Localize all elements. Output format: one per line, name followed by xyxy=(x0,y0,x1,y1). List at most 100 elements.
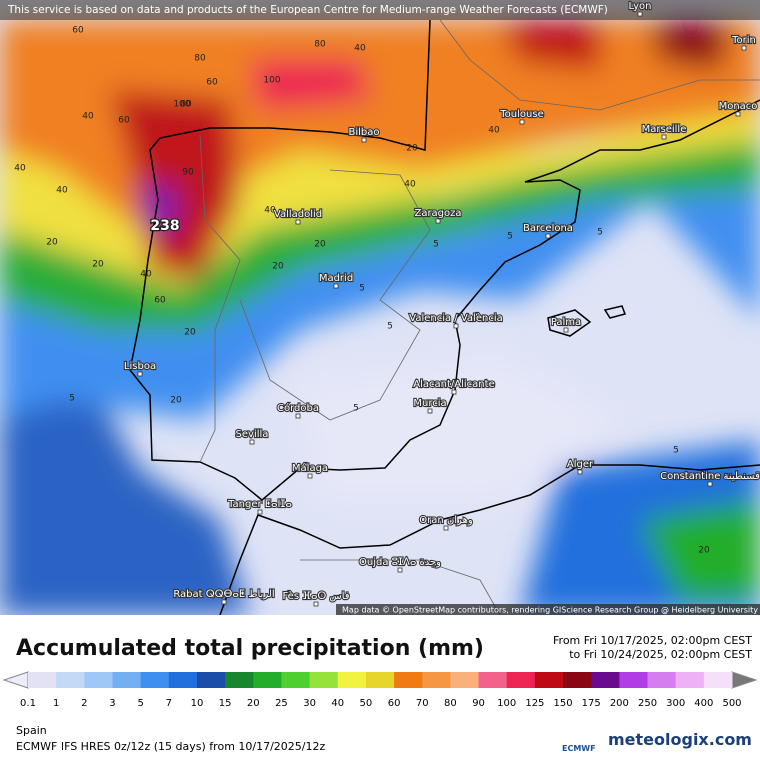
contour-label: 60 xyxy=(118,116,130,126)
city-dot xyxy=(451,389,457,395)
city-dot xyxy=(295,413,301,419)
scale-segment xyxy=(281,672,311,688)
scale-segment xyxy=(675,672,705,688)
city-label: Alacant/Alicante xyxy=(413,379,494,390)
contour-label: 100 xyxy=(263,76,280,86)
scale-segment xyxy=(703,672,733,688)
contour-label: 20 xyxy=(272,262,284,272)
scale-label: 20 xyxy=(247,698,260,709)
contour-label: 5 xyxy=(433,240,439,250)
city-dot xyxy=(453,323,459,329)
contour-label: 100 xyxy=(173,100,190,110)
scale-segment xyxy=(337,672,367,688)
borders xyxy=(199,19,760,615)
scale-label: 0.1 xyxy=(20,698,36,709)
region: Spain xyxy=(16,724,47,737)
city-dot xyxy=(137,371,143,377)
low-arrow xyxy=(2,671,29,689)
scale-segment xyxy=(591,672,620,688)
contour-label: 40 xyxy=(488,126,500,136)
scale-label: 90 xyxy=(472,698,485,709)
contour-label: 5 xyxy=(507,232,513,242)
contour-label: 20 xyxy=(184,328,196,338)
city-label: Alger xyxy=(567,459,594,470)
scale-segment xyxy=(28,672,57,688)
city-label: Toulouse xyxy=(499,109,543,120)
city-dot xyxy=(221,599,227,605)
city-dot xyxy=(249,439,255,445)
city-label: Lisboa xyxy=(124,361,156,372)
scale-label: 400 xyxy=(694,698,713,709)
scale-segment xyxy=(534,672,564,688)
scale-segment xyxy=(84,672,113,688)
city-label: Córdoba xyxy=(277,402,319,414)
scale-segment xyxy=(168,672,198,688)
city-dot xyxy=(735,111,741,117)
contour-label: 40 xyxy=(56,186,68,196)
city-label: Valladolid xyxy=(274,209,322,220)
scale-label: 500 xyxy=(722,698,741,709)
scale-label: 3 xyxy=(109,698,115,709)
city-label: Monaco xyxy=(719,101,758,112)
contour-label: 20 xyxy=(698,546,710,556)
scale-label: 80 xyxy=(444,698,457,709)
contour-label: 5 xyxy=(353,404,359,414)
precip-field xyxy=(0,20,760,615)
max-value: 238 xyxy=(150,218,179,234)
contour-label: 60 xyxy=(154,296,166,306)
city-dot xyxy=(661,134,667,140)
contour-label: 40 xyxy=(354,44,366,54)
city-dot xyxy=(637,11,643,17)
scale-label: 50 xyxy=(360,698,373,709)
contour-label: 40 xyxy=(404,180,416,190)
scale-label: 2 xyxy=(81,698,87,709)
city-label: Barcelona xyxy=(523,223,573,234)
scale-label: 150 xyxy=(553,698,572,709)
scale-label: 40 xyxy=(331,698,344,709)
scale-label: 1 xyxy=(53,698,59,709)
city-dot xyxy=(435,218,441,224)
city-label: Murcia xyxy=(413,398,446,409)
contour-label: 40 xyxy=(264,206,276,216)
scale-label: 25 xyxy=(275,698,288,709)
scale-segment xyxy=(647,672,677,688)
contour-label: 20 xyxy=(314,240,326,250)
city-dot xyxy=(519,119,525,125)
city-dot xyxy=(427,408,433,414)
contour-label: 5 xyxy=(69,394,75,404)
city-dot xyxy=(307,473,313,479)
scale-segment xyxy=(506,672,536,688)
scale-label: 200 xyxy=(610,698,629,709)
scale-label: 300 xyxy=(666,698,685,709)
contour-label: 40 xyxy=(140,270,152,280)
scale-segment xyxy=(422,672,451,688)
city-dot xyxy=(313,601,319,607)
city-dot xyxy=(741,45,747,51)
attribution-bg xyxy=(336,604,760,615)
contour-label: 60 xyxy=(206,78,218,88)
date-to: to Fri 10/24/2025, 02:00pm CEST xyxy=(569,648,752,661)
city-dot xyxy=(257,509,263,515)
banner-bg xyxy=(0,0,760,20)
city-label: Bilbao xyxy=(348,127,379,138)
city-label: Madrid xyxy=(319,273,353,284)
city-label: Rabat ⵕⵕⴱⴰⵟ الرباط xyxy=(173,589,274,600)
city-label: Oran وهران xyxy=(419,515,473,526)
city-label: Valencia / València xyxy=(409,312,502,324)
contour-label: 5 xyxy=(387,322,393,332)
scale-label: 100 xyxy=(497,698,516,709)
city-dot xyxy=(707,481,713,487)
city-dot xyxy=(397,567,403,573)
contour-label: 20 xyxy=(46,238,58,248)
city-label: Tanger ⵟⴰⵏⵊⴰ xyxy=(227,499,292,510)
city-label: Constantine قسنطينة xyxy=(660,471,760,482)
contour-label: 5 xyxy=(597,228,603,238)
legend-title: Accumulated total precipitation (mm) xyxy=(16,636,484,661)
contour-label: 40 xyxy=(82,112,94,122)
date-from: From Fri 10/17/2025, 02:00pm CEST xyxy=(553,634,752,647)
city-label: Sevilla xyxy=(236,429,269,440)
high-arrow xyxy=(731,671,758,689)
banner: This service is based on data and produc… xyxy=(7,4,608,16)
scale-label: 5 xyxy=(137,698,143,709)
